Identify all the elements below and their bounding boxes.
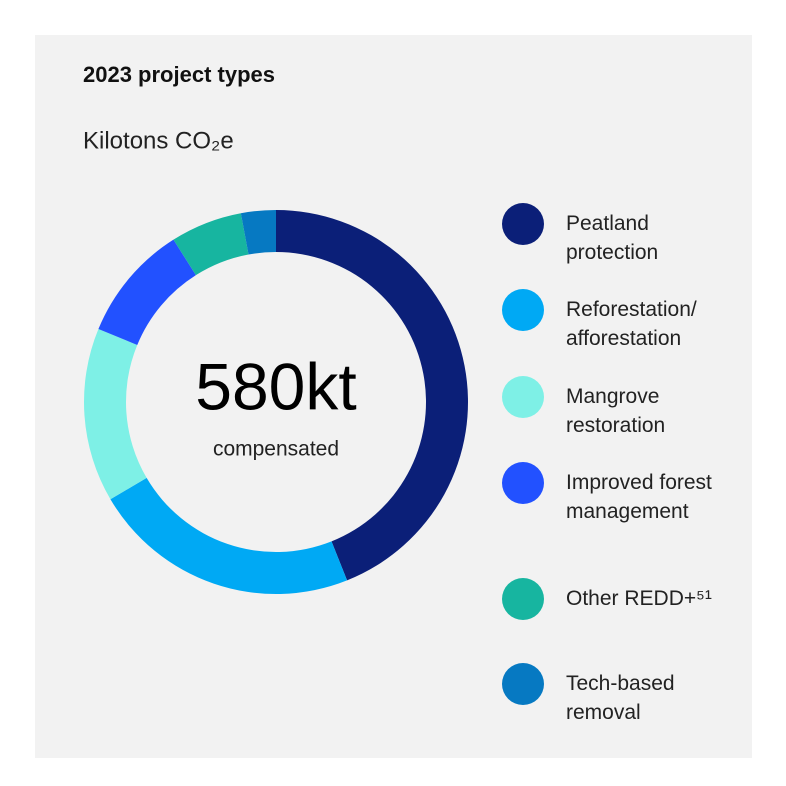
legend-swatch — [502, 578, 544, 620]
center-label: compensated — [213, 438, 339, 461]
panel — [35, 35, 752, 758]
donut-segment — [173, 213, 249, 276]
subtitle: Kilotons CO₂e — [83, 127, 234, 154]
legend-label: Reforestation/ afforestation — [566, 298, 697, 350]
legend-label: Peatland protection — [566, 212, 659, 264]
legend-label: Other REDD+⁵¹ — [566, 587, 712, 610]
chart-title: 2023 project types — [83, 62, 275, 87]
legend-label: Tech-based removal — [566, 672, 675, 724]
donut-segment — [110, 477, 348, 594]
donut-segment — [98, 239, 196, 345]
legend-swatch — [502, 203, 544, 245]
donut-segment — [276, 210, 469, 581]
legend-swatch — [502, 289, 544, 331]
legend-swatch — [502, 376, 544, 418]
legend-label: Mangrove restoration — [566, 385, 666, 437]
legend-swatch — [502, 462, 544, 504]
donut-segment — [84, 329, 147, 500]
legend-swatch — [502, 663, 544, 705]
legend-label: Improved forest management — [566, 471, 712, 523]
donut-segment — [240, 210, 276, 255]
center-value: 580kt — [195, 349, 356, 423]
